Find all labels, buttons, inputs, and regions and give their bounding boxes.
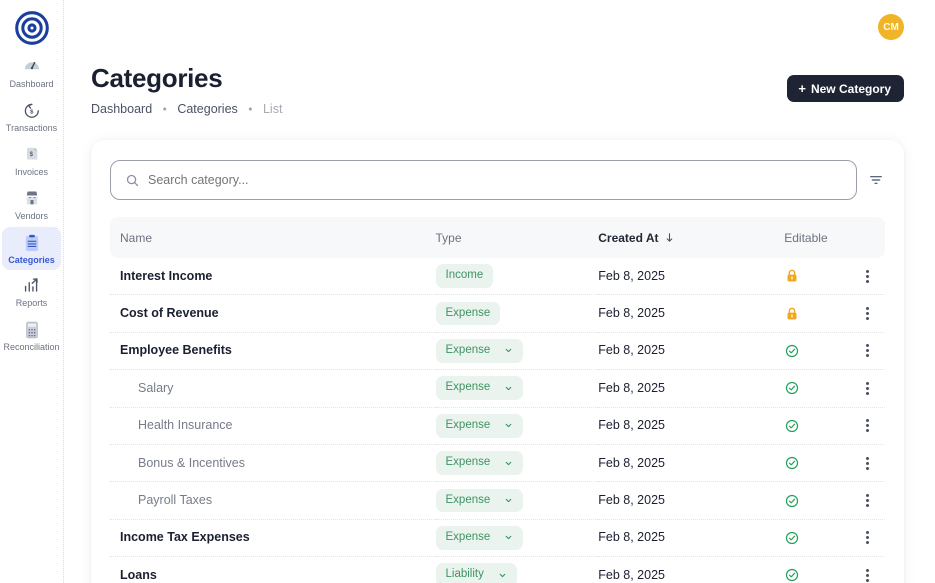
svg-text:$: $ (30, 109, 34, 115)
